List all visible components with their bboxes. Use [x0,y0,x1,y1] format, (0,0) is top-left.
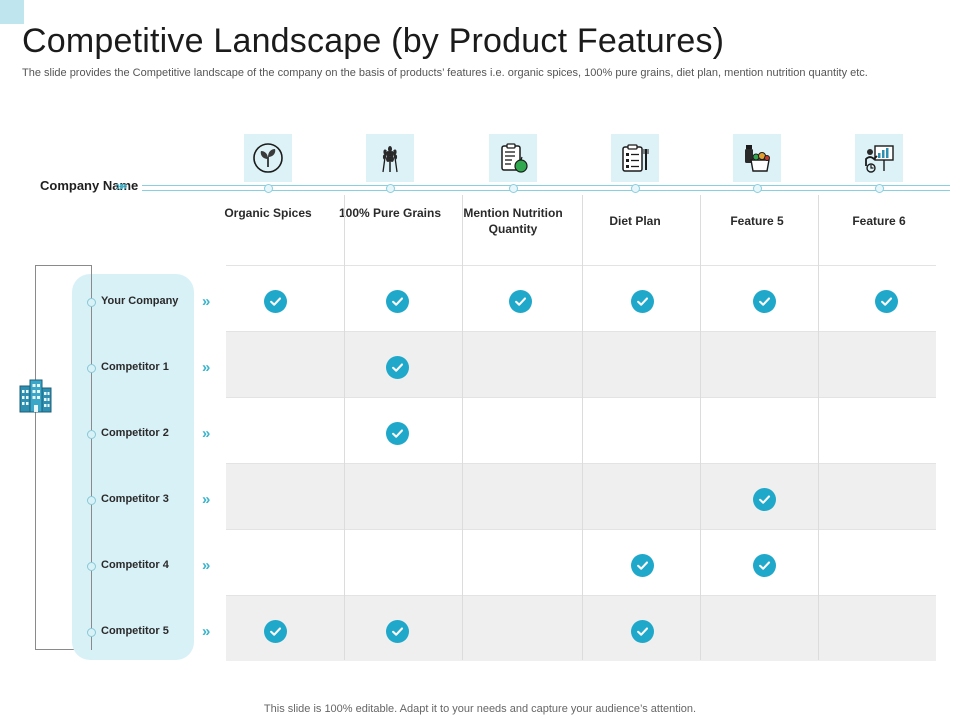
building-icon [19,379,52,413]
row-chevron-icon: » [202,623,211,640]
rail-dot [87,561,96,571]
timeline-dot [631,184,640,193]
company-bracket [35,265,92,650]
company-label: Competitor 1 [101,361,169,373]
check-icon [630,553,654,577]
check-icon [874,289,898,313]
feature-timeline [142,185,950,191]
footer-note: This slide is 100% editable. Adapt it to… [263,703,697,715]
table-row [226,265,936,331]
presentation-icon [855,134,903,182]
company-label: Competitor 4 [101,559,169,571]
column-divider [582,195,583,660]
check-icon [508,289,532,313]
column-divider [344,195,345,660]
rail-dot [87,363,96,373]
timeline-dot [753,184,762,193]
wheat-icon [366,134,414,182]
page-subtitle: The slide provides the Competitive lands… [22,67,868,79]
feature-label: 100% Pure Grains [338,206,442,220]
feature-label: Feature 5 [730,214,784,228]
header-chevron-icon: »» [116,178,128,193]
table-row [226,529,936,595]
row-chevron-icon: » [202,425,211,442]
company-label: Competitor 5 [101,625,169,637]
table-row [226,397,936,463]
check-icon [752,487,776,511]
table-row [226,595,936,661]
company-label: Competitor 3 [101,493,169,505]
timeline-dot [264,184,273,193]
feature-label: Organic Spices [224,206,312,220]
check-icon [630,289,654,313]
table-row [226,463,936,529]
column-divider [700,195,701,660]
check-icon [385,619,409,643]
rail-dot [87,429,96,439]
company-rail [91,265,92,650]
row-chevron-icon: » [202,491,211,508]
feature-label: Diet Plan [609,214,661,228]
feature-label: Feature 6 [852,214,906,228]
sprout-icon [244,134,292,182]
row-chevron-icon: » [202,557,211,574]
check-icon [752,289,776,313]
row-chevron-icon: » [202,359,211,376]
timeline-dot [875,184,884,193]
timeline-dot [386,184,395,193]
page-title: Competitive Landscape (by Product Featur… [22,22,725,60]
diet-plan-icon [611,134,659,182]
check-icon [263,289,287,313]
check-icon [385,421,409,445]
rail-dot [87,297,96,307]
check-icon [385,355,409,379]
company-name-label: Company Name [40,178,139,193]
table-row [226,331,936,397]
timeline-dot [509,184,518,193]
company-list-panel [72,274,194,660]
company-label: Your Company [101,295,179,307]
company-label: Competitor 2 [101,427,169,439]
rail-dot [87,495,96,505]
rail-dot [87,627,96,637]
row-chevron-icon: » [202,293,211,310]
check-icon [385,289,409,313]
check-icon [752,553,776,577]
corner-accent [0,0,24,24]
check-icon [263,619,287,643]
grocery-icon [733,134,781,182]
feature-grid [226,265,936,661]
check-icon [630,619,654,643]
feature-label: Mention Nutrition Quantity [463,206,563,236]
column-divider [462,195,463,660]
nutrition-clipboard-icon [489,134,537,182]
column-divider [818,195,819,660]
